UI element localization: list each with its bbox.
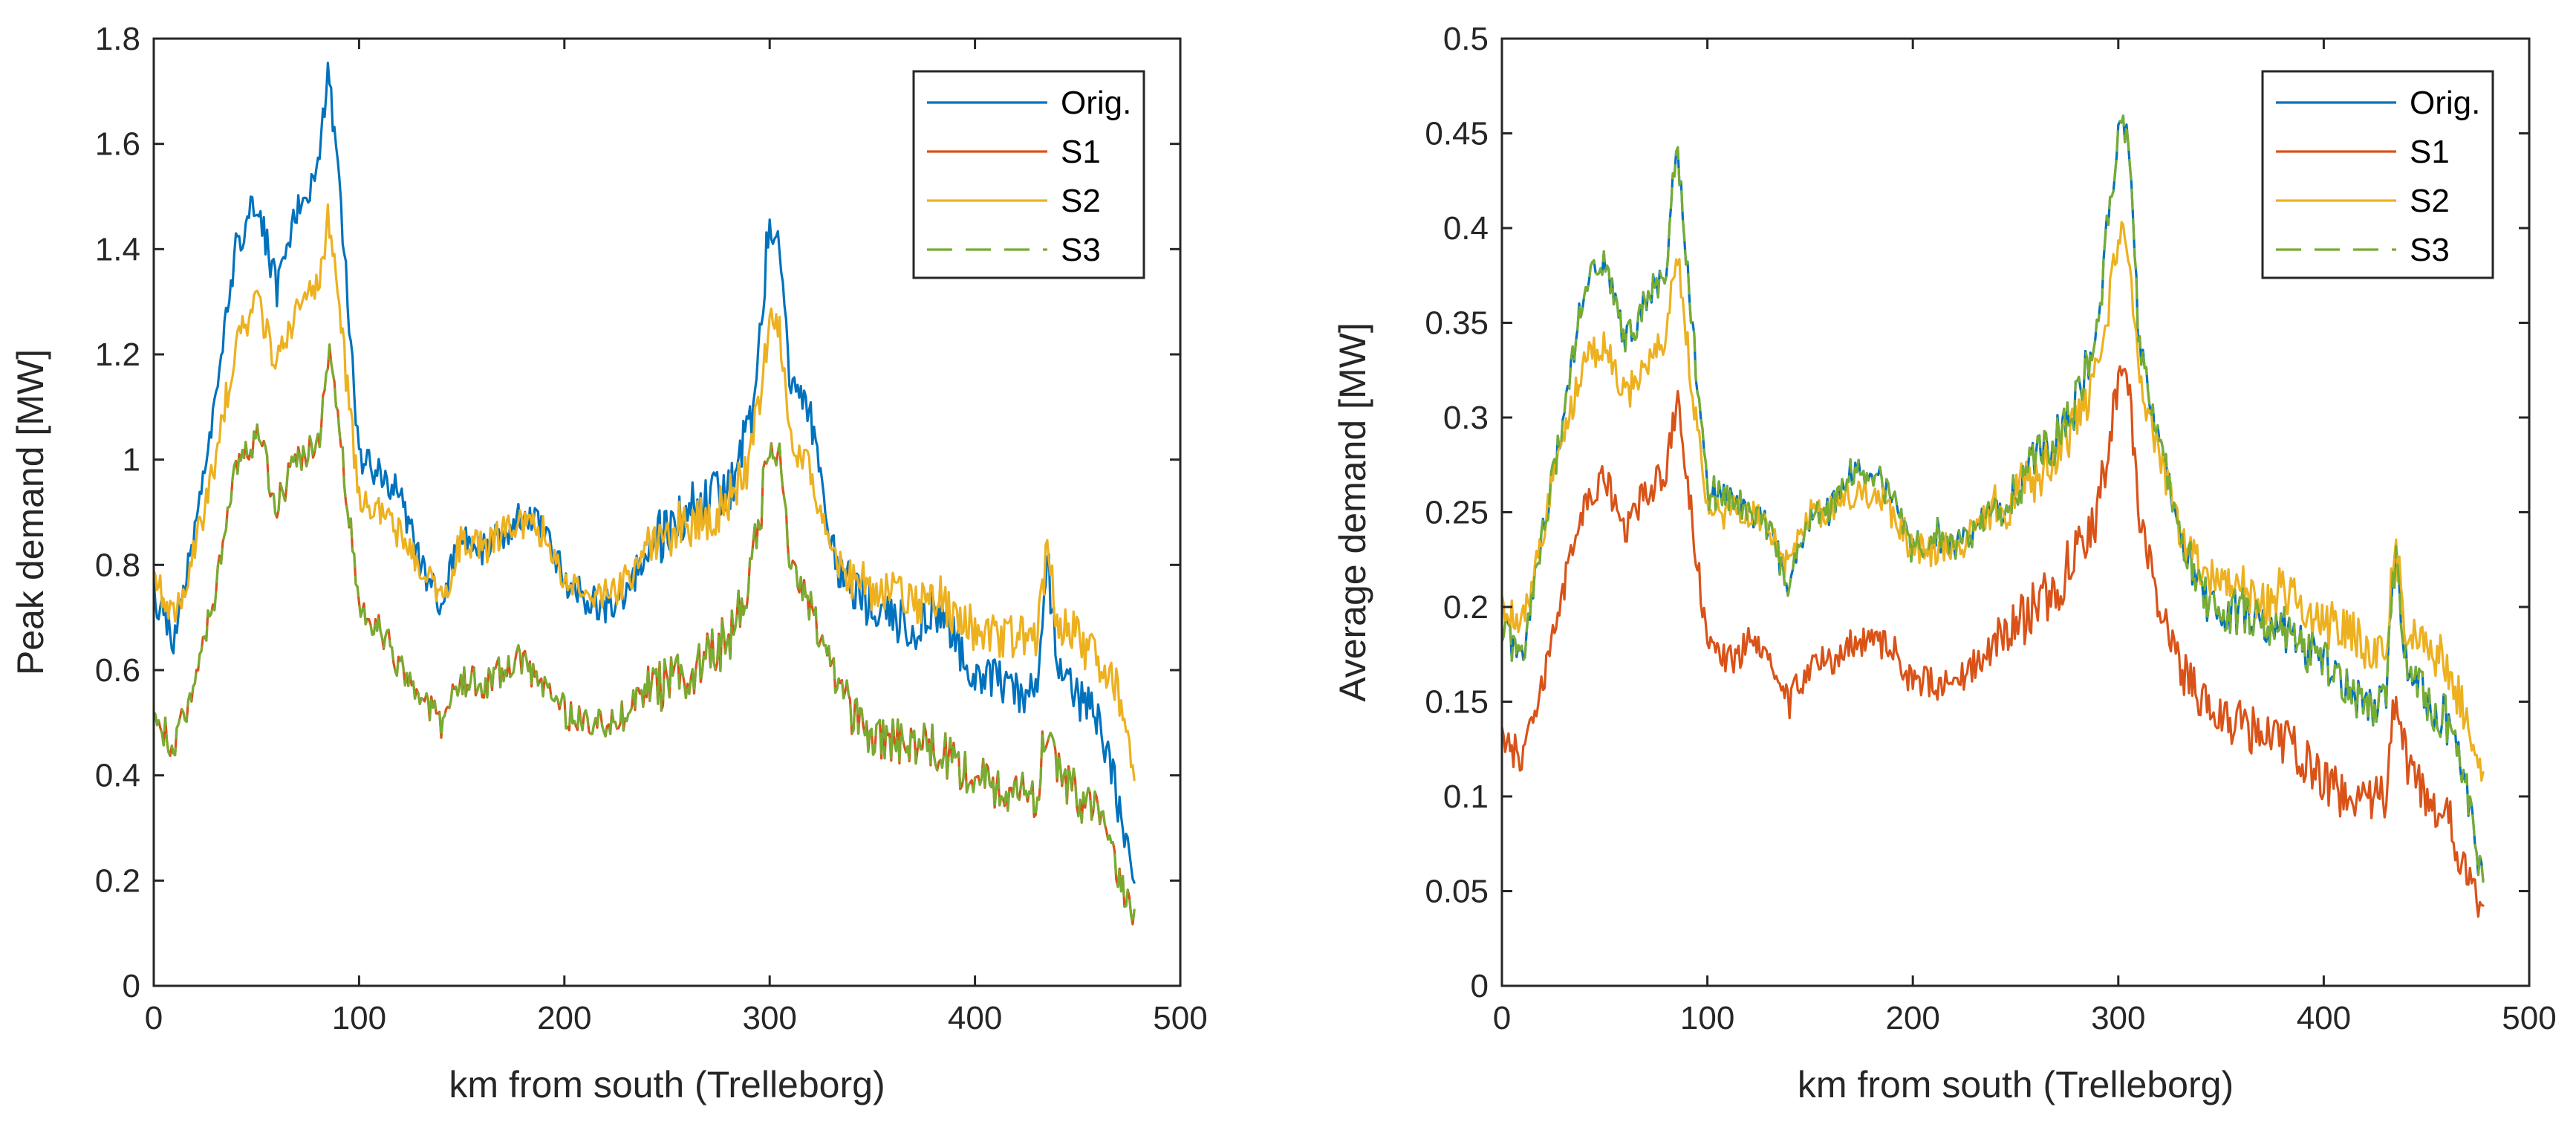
x-tick-label: 400 [2297,1000,2351,1036]
series-line-s1 [154,343,1136,926]
y-tick-label: 0.25 [1425,495,1489,531]
series-line-s3 [154,343,1136,926]
series-line-s2 [1502,221,2485,782]
legend-box [912,70,1145,279]
legend-label-s1: S1 [2410,134,2450,170]
y-axis-label: Average demand [MW] [1332,322,1373,701]
y-tick-label: 0.6 [95,652,140,689]
legend-label-s2: S2 [2410,183,2450,219]
x-tick-label: 200 [1885,1000,1939,1036]
peak-demand-chart: 0 100 200 300 400 500 0 0.2 0.4 0.6 0.8 1 1.2 1.4 1.6 1… [10,21,1208,1105]
legend-box [2261,70,2494,279]
legend-label-s2: S2 [1061,183,1101,219]
y-tick-label: 0.5 [1443,21,1489,57]
x-tick-label: 100 [332,1000,386,1036]
y-tick-label: 0.3 [1443,400,1489,436]
x-tick-label: 300 [2091,1000,2145,1036]
series-line-s1 [1502,365,2485,918]
y-tick-label: 1.2 [95,337,140,373]
x-tick-label: 0 [1493,1000,1511,1036]
y-tick-label: 0 [1471,968,1489,1004]
legend-label-s1: S1 [1061,134,1101,170]
y-tick-label: 1 [123,442,140,478]
legend-label-orig: Orig. [2410,85,2480,121]
x-tick-label: 500 [2502,1000,2556,1036]
legend: Orig. S1 S2 S3 [2261,70,2494,279]
series-line-s3 [1502,114,2485,883]
y-tick-label: 0.2 [1443,589,1489,626]
legend: Orig. S1 S2 S3 [912,70,1145,279]
y-tick-label: 1.6 [95,126,140,163]
y-tick-label: 0 [123,968,140,1004]
x-tick-label: 200 [537,1000,591,1036]
x-tick-label: 0 [145,1000,163,1036]
y-tick-label: 0.4 [95,758,140,794]
y-tick-label: 0.45 [1425,116,1489,152]
series-line-s2 [154,203,1136,782]
y-tick-label: 0.35 [1425,305,1489,342]
legend-label-orig: Orig. [1061,85,1131,121]
average-demand-chart: 0 100 200 300 400 500 0 0.05 0.1 0.15 0.2 0.25 0.3 0.… [1332,21,2557,1105]
x-tick-label: 500 [1153,1000,1207,1036]
legend-label-s3: S3 [1061,232,1101,268]
legend-label-s3: S3 [2410,232,2450,268]
y-tick-label: 1.4 [95,231,140,267]
y-tick-label: 0.8 [95,547,140,583]
series-line-orig [154,61,1136,884]
series-group [154,61,1136,926]
axes-box [152,37,1182,987]
x-axis-label: km from south (Trelleborg) [449,1064,885,1105]
y-tick-label: 0.15 [1425,684,1489,721]
y-tick-label: 0.2 [95,863,140,899]
x-axis-label: km from south (Trelleborg) [1798,1064,2234,1105]
y-tick-label: 0.4 [1443,210,1489,247]
series-group [1502,114,2485,918]
y-axis-label: Peak demand [MW] [10,349,51,675]
y-tick-label: 0.05 [1425,874,1489,910]
x-tick-label: 400 [948,1000,1002,1036]
y-tick-label: 0.1 [1443,779,1489,815]
x-tick-label: 100 [1680,1000,1734,1036]
y-tick-label: 1.8 [95,21,140,57]
x-tick-label: 300 [742,1000,796,1036]
